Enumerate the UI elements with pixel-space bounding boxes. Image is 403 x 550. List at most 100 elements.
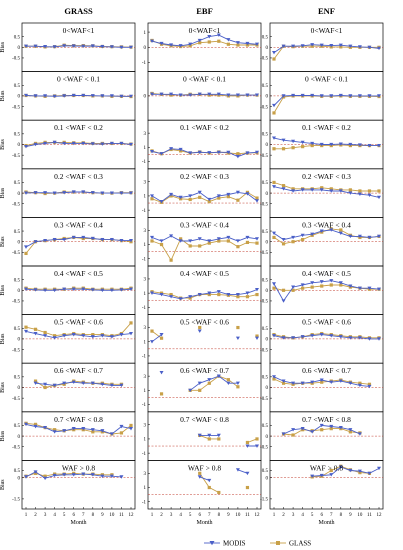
- modis-point: [281, 138, 286, 143]
- modis-point: [367, 193, 372, 198]
- modis-point: [188, 42, 193, 47]
- y-tick-label: 3: [144, 180, 147, 185]
- modis-point: [348, 336, 353, 340]
- y-tick-label: 0: [18, 338, 21, 343]
- modis-point: [43, 191, 48, 195]
- x-tick-label: 1: [151, 513, 154, 518]
- modis-point: [367, 45, 372, 50]
- glass-point: [291, 187, 295, 191]
- modis-point: [178, 147, 183, 152]
- modis-point: [310, 380, 315, 384]
- y-tick-label: -0.5: [260, 202, 268, 207]
- glass-point: [291, 146, 295, 150]
- glass-point: [150, 239, 154, 243]
- modis-point: [150, 39, 154, 44]
- glass-series-line: [273, 95, 380, 114]
- panel-frame-r10-c3: [269, 460, 384, 510]
- glass-point: [217, 490, 221, 495]
- modis-point: [24, 422, 28, 427]
- y-axis-title: Bias: [0, 139, 6, 150]
- glass-point: [53, 334, 57, 338]
- modis-point: [90, 191, 95, 195]
- modis-point: [109, 141, 114, 146]
- modis-point: [197, 92, 202, 97]
- y-tick-label: 1: [144, 31, 147, 36]
- glass-point: [169, 258, 173, 262]
- glass-point: [358, 189, 362, 193]
- modis-series-line: [25, 236, 131, 248]
- modis-point: [119, 94, 124, 99]
- glass-point: [272, 57, 276, 61]
- column-title-grass: GRASS: [64, 6, 93, 16]
- modis-point: [367, 235, 372, 240]
- modis-point: [43, 288, 48, 293]
- column-title-enf: ENF: [318, 6, 335, 16]
- y-tick-label: -0.5: [12, 251, 20, 256]
- modis-point: [188, 93, 193, 97]
- modis-point: [291, 336, 296, 340]
- y-tick-label: 3: [144, 326, 147, 331]
- panel-label: 0<WAF<1: [311, 26, 343, 35]
- modis-point: [159, 152, 164, 156]
- modis-point: [357, 336, 362, 340]
- glass-point: [43, 385, 47, 390]
- modis-point: [255, 150, 259, 155]
- y-tick-label: 0: [266, 95, 269, 100]
- modis-point: [109, 45, 114, 49]
- panel-label: WAF > 0.8: [310, 463, 343, 472]
- glass-point: [226, 378, 230, 382]
- modis-point: [188, 194, 193, 198]
- modis-point: [62, 94, 67, 98]
- modis-point: [291, 381, 296, 386]
- modis-series-line: [25, 191, 131, 194]
- modis-point: [272, 185, 276, 189]
- modis-point: [377, 94, 381, 98]
- modis-point: [33, 240, 38, 244]
- modis-point: [159, 239, 164, 243]
- x-tick-label: 12: [129, 513, 135, 518]
- modis-point: [100, 334, 105, 338]
- y-tick-label: 1: [144, 389, 147, 394]
- glass-point: [236, 295, 240, 299]
- modis-point: [255, 237, 259, 241]
- glass-point: [43, 330, 47, 335]
- x-tick-label: 11: [245, 513, 250, 518]
- y-tick-label: -1: [142, 209, 147, 214]
- modis-series-line: [151, 289, 258, 300]
- modis-point: [52, 383, 57, 388]
- modis-point: [367, 337, 372, 341]
- glass-point: [310, 285, 314, 289]
- x-axis-title: Month: [318, 520, 334, 526]
- modis-point: [255, 336, 259, 340]
- x-tick-label: 4: [179, 513, 182, 518]
- modis-point: [329, 424, 334, 429]
- y-tick-label: -0.5: [12, 397, 20, 402]
- glass-point: [377, 189, 381, 193]
- panel-label: 0.3 <WAF < 0.4: [302, 220, 351, 229]
- modis-point: [245, 41, 250, 46]
- modis-point: [281, 94, 286, 98]
- modis-point: [71, 93, 76, 98]
- glass-series-line: [273, 45, 379, 60]
- x-tick-label: 7: [330, 513, 333, 518]
- modis-series-line: [25, 423, 132, 435]
- glass-point: [188, 197, 192, 202]
- modis-series-line: [151, 235, 258, 242]
- modis-point: [52, 430, 57, 434]
- modis-point: [109, 237, 114, 242]
- panel-label: 0.4 <WAF < 0.5: [180, 269, 229, 278]
- modis-point: [245, 444, 250, 448]
- modis-point: [226, 381, 231, 386]
- modis-point: [329, 279, 334, 283]
- modis-series-line: [151, 191, 258, 203]
- modis-point: [24, 93, 28, 98]
- modis-point: [291, 428, 296, 432]
- glass-point: [236, 325, 240, 330]
- glass-point: [320, 428, 324, 432]
- modis-point: [188, 295, 193, 299]
- y-tick-label: 3: [144, 132, 147, 137]
- modis-point: [348, 468, 353, 473]
- modis-point: [62, 473, 67, 477]
- modis-point: [90, 428, 95, 432]
- modis-point: [310, 334, 315, 338]
